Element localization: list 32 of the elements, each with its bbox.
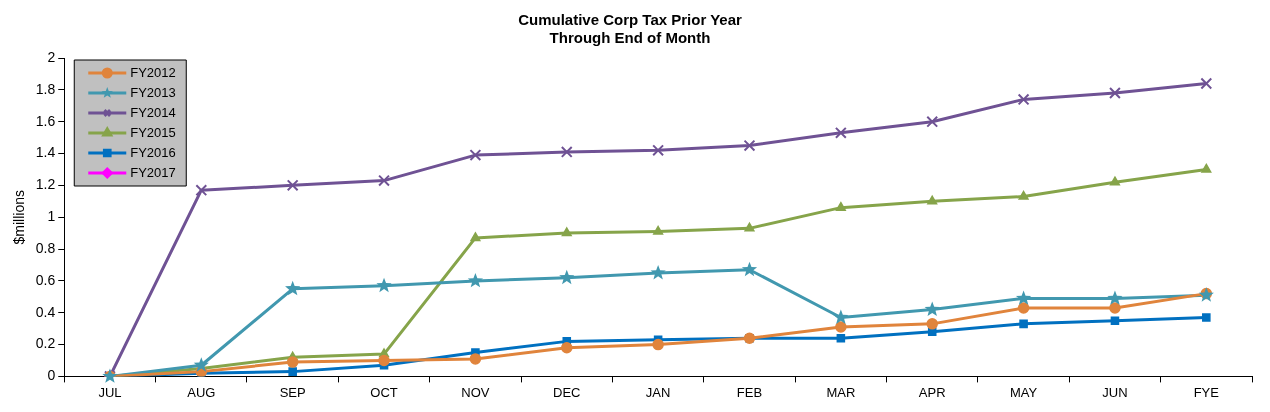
x-tick-label: OCT [370, 384, 398, 400]
legend-label: FY2017 [130, 164, 176, 180]
x-tick-label: MAR [826, 384, 856, 400]
y-tick-label: 1.8 [35, 80, 56, 97]
x-tick-label: FEB [736, 384, 763, 400]
x-tick-label: JUN [1102, 384, 1128, 400]
y-tick-label: 1 [47, 208, 56, 225]
x-tick-label: SEP [279, 384, 306, 400]
y-tick-label: 0.4 [35, 303, 56, 320]
x-tick-label: JUL [98, 384, 122, 400]
x-tick-label: JAN [645, 384, 671, 400]
x-tick-label: AUG [187, 384, 216, 400]
legend-label: FY2013 [130, 84, 176, 100]
x-tick-label: DEC [553, 384, 581, 400]
x-tick-label: NOV [461, 384, 490, 400]
y-tick-label: 0.2 [35, 335, 56, 352]
y-tick-label: 1.6 [35, 112, 56, 129]
y-tick-label: 0.6 [35, 271, 56, 288]
y-tick-label: 1.2 [35, 176, 56, 193]
x-tick-label: MAY [1009, 384, 1038, 400]
y-tick-label: 0.8 [35, 239, 56, 256]
y-tick-label: 2 [47, 48, 56, 65]
x-tick-label: FYE [1193, 384, 1220, 400]
chart-title: Cumulative Corp Tax Prior Year Through End of Month [518, 11, 742, 47]
y-tick-label: 0 [47, 367, 56, 384]
legend-label: FY2014 [130, 104, 176, 120]
legend-label: FY2016 [130, 144, 176, 160]
y-axis-title: $millions [11, 189, 28, 245]
legend-label: FY2012 [130, 64, 176, 80]
legend-label: FY2015 [130, 124, 176, 140]
x-tick-label: APR [918, 384, 946, 400]
y-tick-label: 1.4 [35, 144, 56, 161]
